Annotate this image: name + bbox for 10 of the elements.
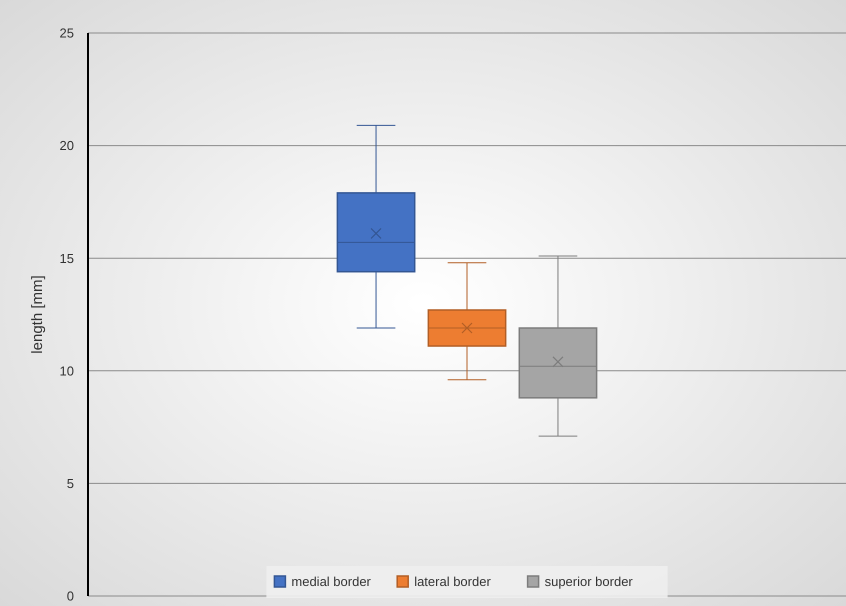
legend-label: superior border [544,574,634,589]
y-tick-label: 5 [66,476,74,491]
legend-label: lateral border [414,574,492,589]
y-tick-label: 10 [60,363,74,378]
legend-label: medial border [291,574,372,589]
y-tick-label: 25 [60,26,74,41]
y-tick-label: 20 [60,138,74,154]
y-tick-label: 0 [66,588,74,604]
y-tick-label: 15 [60,250,74,266]
y-axis-title: length [mm] [29,275,46,354]
